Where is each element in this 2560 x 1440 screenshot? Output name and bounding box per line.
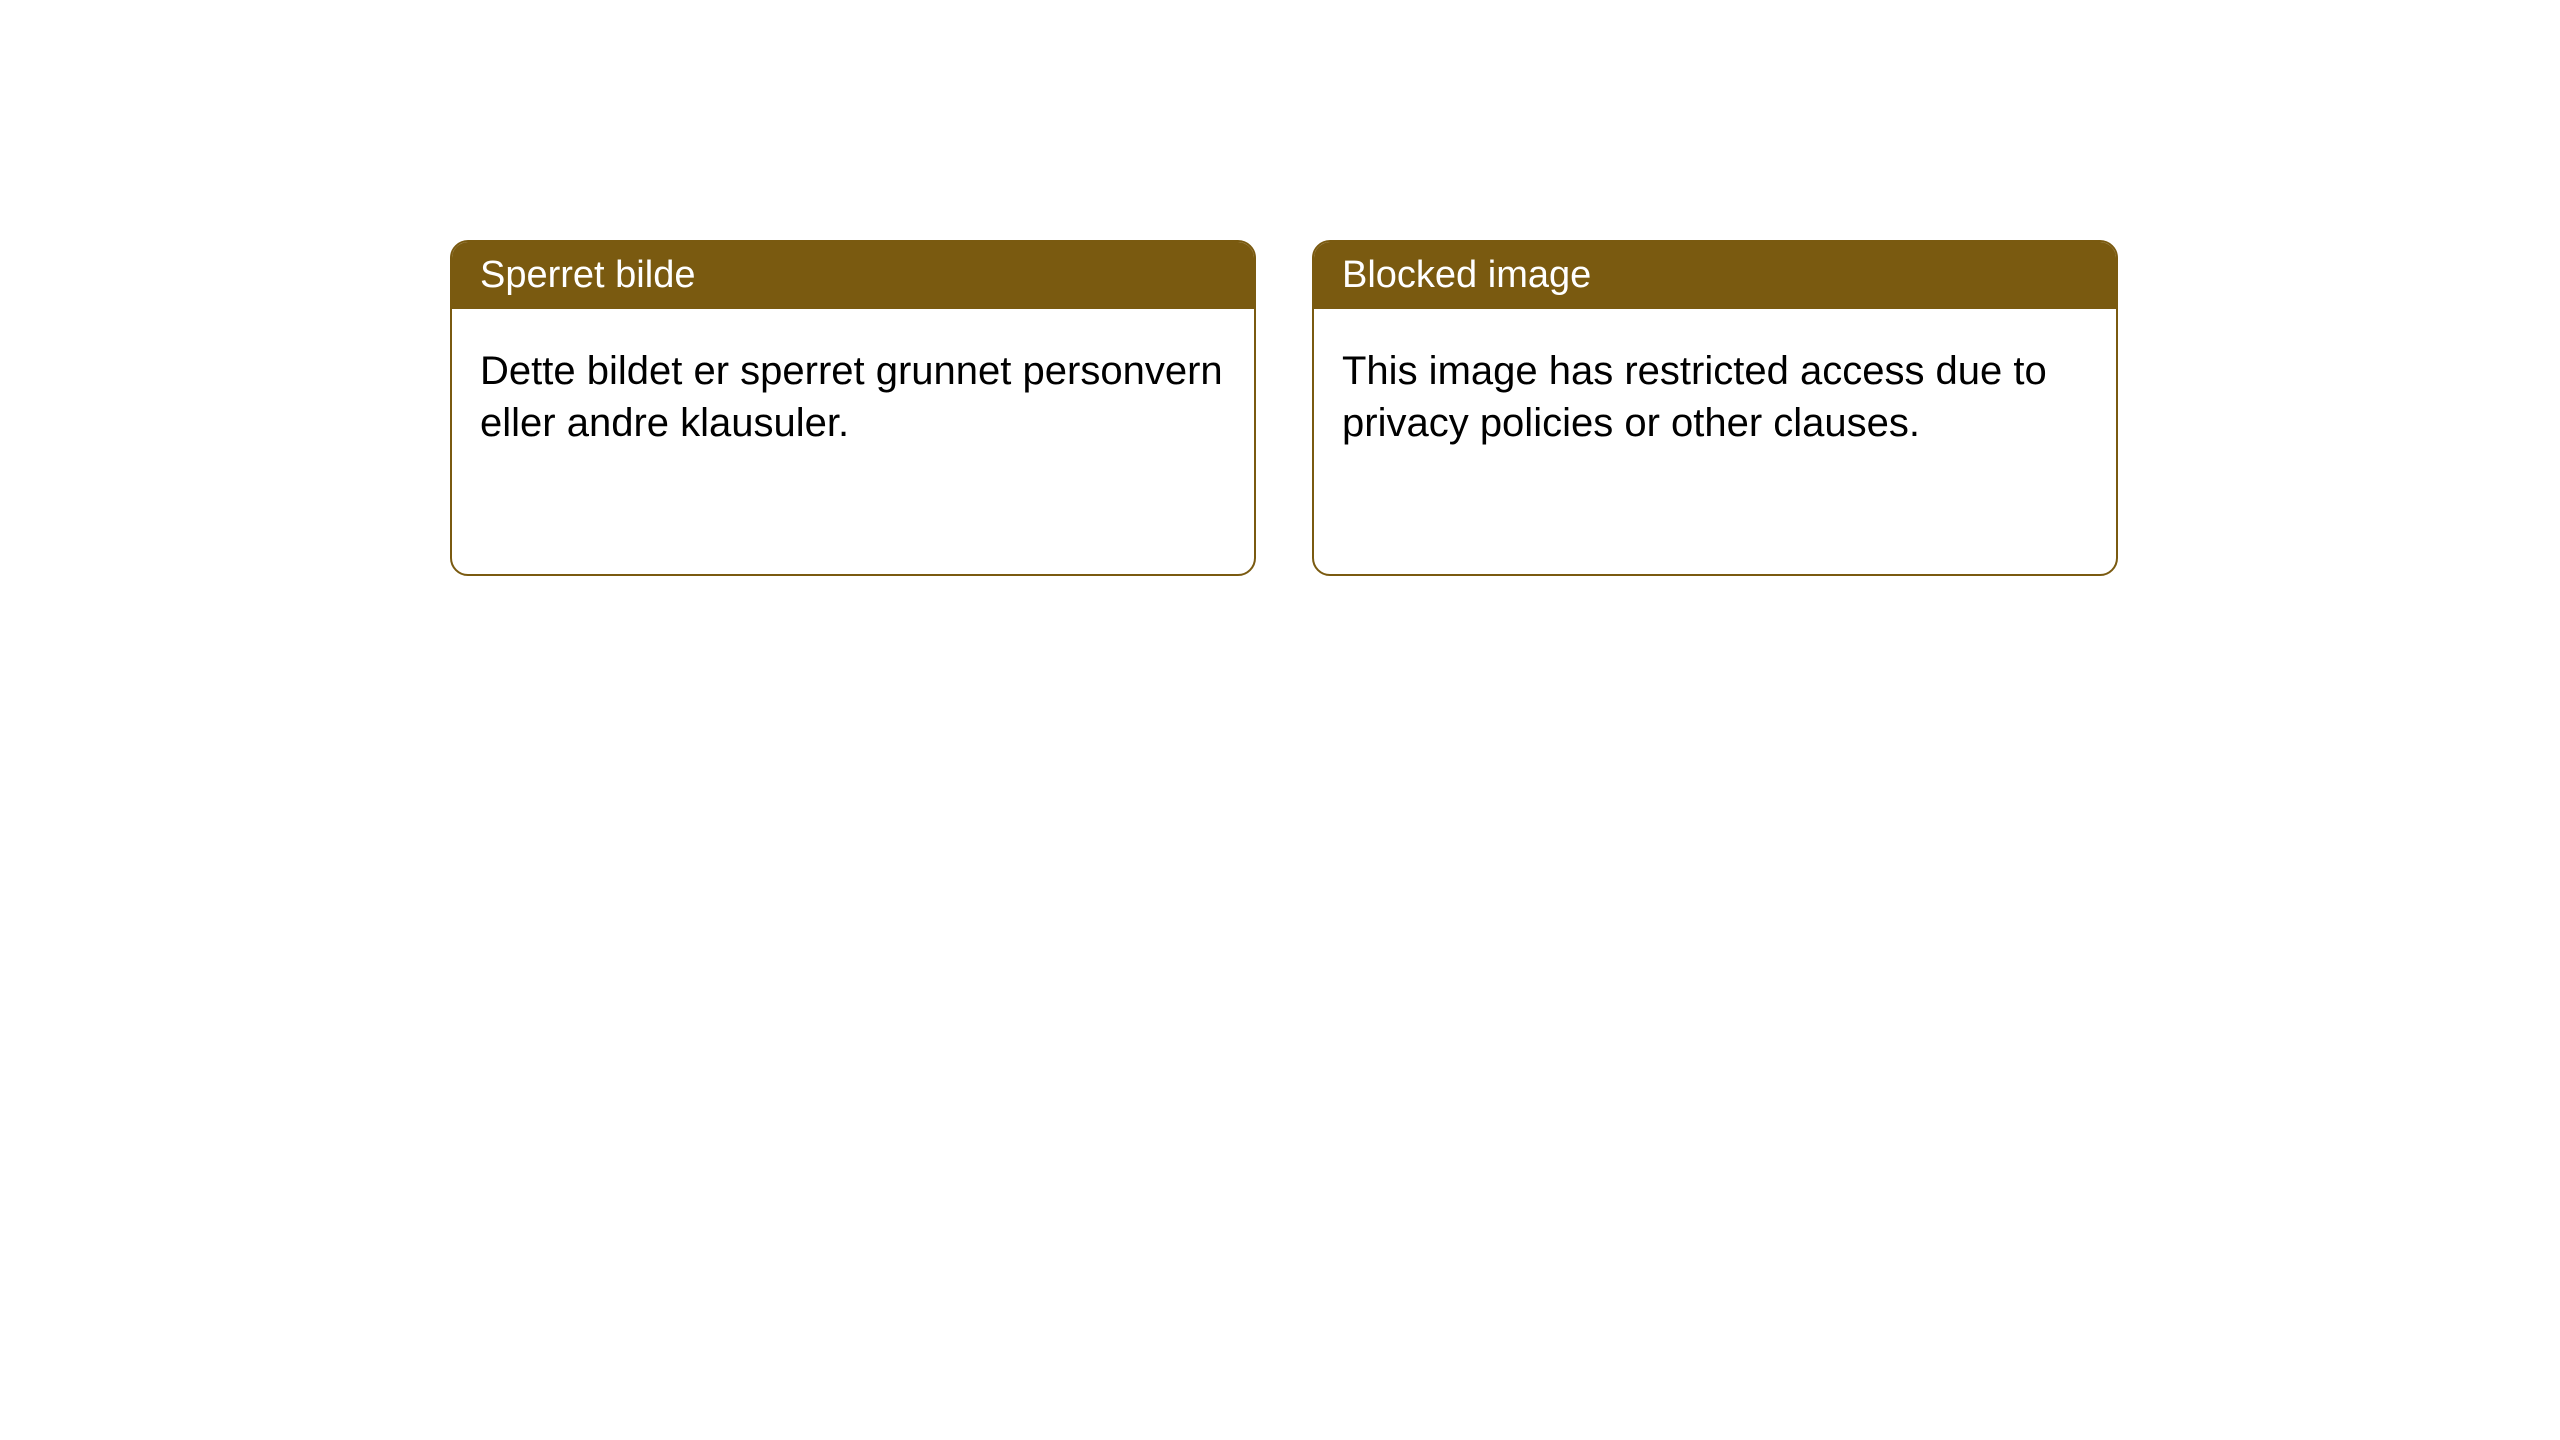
card-header: Blocked image [1314,242,2116,309]
card-body: This image has restricted access due to … [1314,309,2116,485]
cards-container: Sperret bilde Dette bildet er sperret gr… [450,240,2118,576]
card-header: Sperret bilde [452,242,1254,309]
notice-card-norwegian: Sperret bilde Dette bildet er sperret gr… [450,240,1256,576]
card-body: Dette bildet er sperret grunnet personve… [452,309,1254,485]
notice-card-english: Blocked image This image has restricted … [1312,240,2118,576]
